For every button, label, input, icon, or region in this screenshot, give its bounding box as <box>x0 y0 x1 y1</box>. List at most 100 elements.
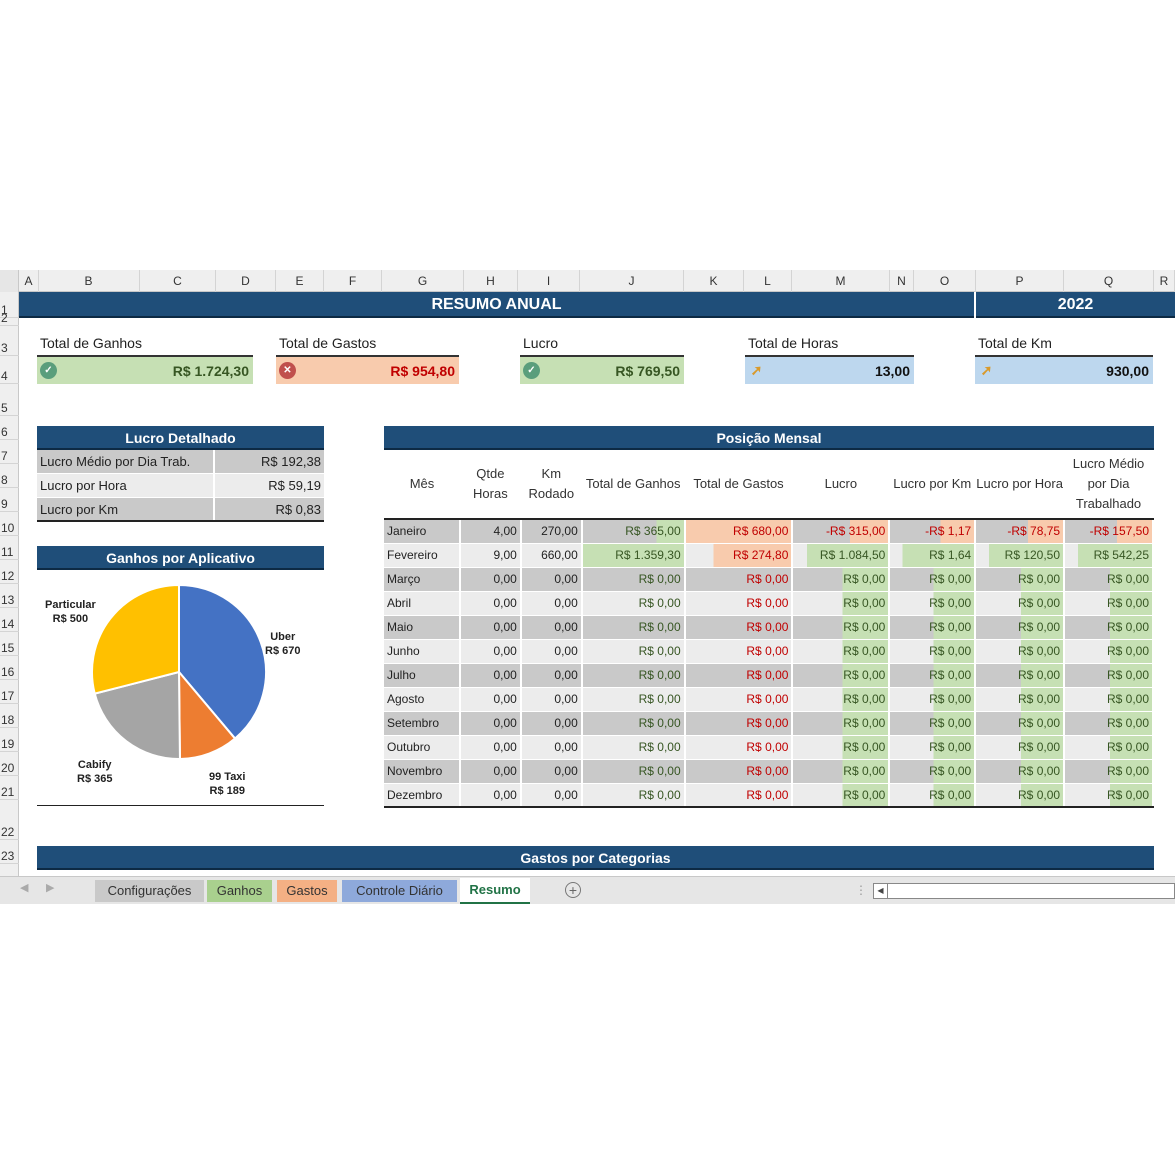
kpi-value-cell[interactable]: ✓ R$ 769,50 <box>520 355 684 384</box>
splitter-handle[interactable]: ⋮ <box>855 883 867 897</box>
table-cell[interactable]: 9,00 <box>459 543 522 568</box>
table-cell[interactable]: R$ 0,00 <box>792 639 891 664</box>
table-cell[interactable]: Maio <box>384 615 461 640</box>
table-cell[interactable]: Janeiro <box>384 519 461 544</box>
table-cell[interactable]: 0,00 <box>459 759 522 784</box>
table-cell[interactable]: 0,00 <box>520 567 583 592</box>
table-cell[interactable]: R$ 0,00 <box>975 759 1066 784</box>
row-header[interactable]: 18 <box>0 704 19 728</box>
column-header[interactable]: D <box>216 270 276 292</box>
column-header[interactable]: J <box>580 270 684 292</box>
table-cell[interactable]: Outubro <box>384 735 461 760</box>
table-cell[interactable]: Fevereiro <box>384 543 461 568</box>
table-cell[interactable]: R$ 0,00 <box>975 735 1066 760</box>
row-header[interactable]: 19 <box>0 728 19 752</box>
table-cell[interactable]: -R$ 1,17 <box>889 519 977 544</box>
kpi-value-cell[interactable]: ✕ R$ 954,80 <box>276 355 459 384</box>
table-cell[interactable]: R$ 0,00 <box>581 615 686 640</box>
table-cell[interactable]: -R$ 315,00 <box>792 519 891 544</box>
table-cell[interactable]: R$ 0,00 <box>975 663 1066 688</box>
table-cell[interactable]: R$ 1.359,30 <box>581 543 686 568</box>
sheet-tab[interactable]: Resumo <box>460 878 530 904</box>
table-cell[interactable]: R$ 0,00 <box>1064 663 1154 688</box>
metric-value[interactable]: R$ 0,83 <box>275 501 321 517</box>
table-cell[interactable]: R$ 0,00 <box>581 639 686 664</box>
row-header[interactable]: 20 <box>0 752 19 776</box>
row-header[interactable]: 3 <box>0 326 19 356</box>
horizontal-scrollbar[interactable]: ◀ <box>873 883 1175 899</box>
column-header[interactable]: G <box>382 270 464 292</box>
table-cell[interactable]: R$ 0,00 <box>792 663 891 688</box>
table-cell[interactable]: R$ 0,00 <box>1064 615 1154 640</box>
kpi-value-cell[interactable]: ➚ 930,00 <box>975 355 1153 384</box>
scroll-left-icon[interactable]: ◀ <box>874 884 888 898</box>
table-cell[interactable]: R$ 0,00 <box>792 567 891 592</box>
table-cell[interactable]: 0,00 <box>520 663 583 688</box>
column-header[interactable]: L <box>744 270 792 292</box>
table-cell[interactable]: R$ 0,00 <box>792 711 891 736</box>
table-cell[interactable]: 0,00 <box>459 639 522 664</box>
table-cell[interactable]: R$ 0,00 <box>792 615 891 640</box>
table-cell[interactable]: R$ 0,00 <box>684 783 794 808</box>
table-cell[interactable]: 0,00 <box>459 663 522 688</box>
table-cell[interactable]: R$ 0,00 <box>581 735 686 760</box>
table-cell[interactable]: R$ 0,00 <box>792 735 891 760</box>
column-header[interactable]: H <box>464 270 518 292</box>
table-cell[interactable]: R$ 0,00 <box>889 663 977 688</box>
table-cell[interactable]: 0,00 <box>520 735 583 760</box>
particular-slice[interactable] <box>91 583 180 695</box>
table-cell[interactable]: R$ 0,00 <box>1064 783 1154 808</box>
table-cell[interactable]: R$ 0,00 <box>581 663 686 688</box>
column-header[interactable]: F <box>324 270 382 292</box>
row-header[interactable]: 15 <box>0 632 19 656</box>
table-cell[interactable]: 0,00 <box>520 711 583 736</box>
table-cell[interactable]: R$ 0,00 <box>1064 567 1154 592</box>
table-cell[interactable]: R$ 0,00 <box>684 615 794 640</box>
table-cell[interactable]: 0,00 <box>459 615 522 640</box>
table-cell[interactable]: 0,00 <box>520 687 583 712</box>
sheet-tab[interactable]: Ganhos <box>207 880 272 902</box>
table-cell[interactable]: R$ 274,80 <box>684 543 794 568</box>
table-cell[interactable]: Março <box>384 567 461 592</box>
table-cell[interactable]: R$ 0,00 <box>581 687 686 712</box>
column-header[interactable]: Q <box>1064 270 1154 292</box>
column-header[interactable]: B <box>38 270 140 292</box>
column-header[interactable]: A <box>19 270 39 292</box>
table-cell[interactable]: Junho <box>384 639 461 664</box>
column-header[interactable]: R <box>1154 270 1175 292</box>
column-header[interactable]: E <box>276 270 324 292</box>
column-header[interactable]: O <box>914 270 976 292</box>
table-cell[interactable]: R$ 0,00 <box>975 567 1066 592</box>
row-header[interactable]: 17 <box>0 680 19 704</box>
row-header[interactable]: 8 <box>0 464 19 488</box>
table-cell[interactable]: R$ 0,00 <box>684 759 794 784</box>
column-header[interactable]: C <box>140 270 216 292</box>
table-cell[interactable]: -R$ 78,75 <box>975 519 1066 544</box>
row-header[interactable]: 23 <box>0 840 19 864</box>
column-header[interactable]: I <box>518 270 580 292</box>
table-cell[interactable]: R$ 0,00 <box>792 783 891 808</box>
column-header[interactable]: M <box>792 270 890 292</box>
row-header[interactable]: 1 <box>0 292 19 318</box>
table-cell[interactable]: R$ 1.084,50 <box>792 543 891 568</box>
table-cell[interactable]: R$ 0,00 <box>1064 591 1154 616</box>
table-cell[interactable]: 0,00 <box>520 639 583 664</box>
row-header[interactable]: 7 <box>0 440 19 464</box>
table-cell[interactable]: Julho <box>384 663 461 688</box>
table-cell[interactable]: R$ 0,00 <box>684 567 794 592</box>
row-header[interactable]: 5 <box>0 384 19 416</box>
table-cell[interactable]: R$ 0,00 <box>684 591 794 616</box>
table-cell[interactable]: R$ 1,64 <box>889 543 977 568</box>
sheet-tab[interactable]: Controle Diário <box>342 880 457 902</box>
table-cell[interactable]: R$ 0,00 <box>889 591 977 616</box>
table-cell[interactable]: R$ 120,50 <box>975 543 1066 568</box>
table-cell[interactable]: R$ 0,00 <box>975 639 1066 664</box>
table-cell[interactable]: R$ 0,00 <box>1064 759 1154 784</box>
sheet-tab[interactable]: Gastos <box>277 880 337 902</box>
table-cell[interactable]: R$ 0,00 <box>1064 711 1154 736</box>
row-header[interactable]: 12 <box>0 560 19 584</box>
row-header[interactable]: 11 <box>0 536 19 560</box>
table-cell[interactable]: R$ 0,00 <box>792 759 891 784</box>
table-cell[interactable]: R$ 0,00 <box>1064 687 1154 712</box>
scroll-tabs-left-icon[interactable]: ◀ <box>20 882 29 894</box>
